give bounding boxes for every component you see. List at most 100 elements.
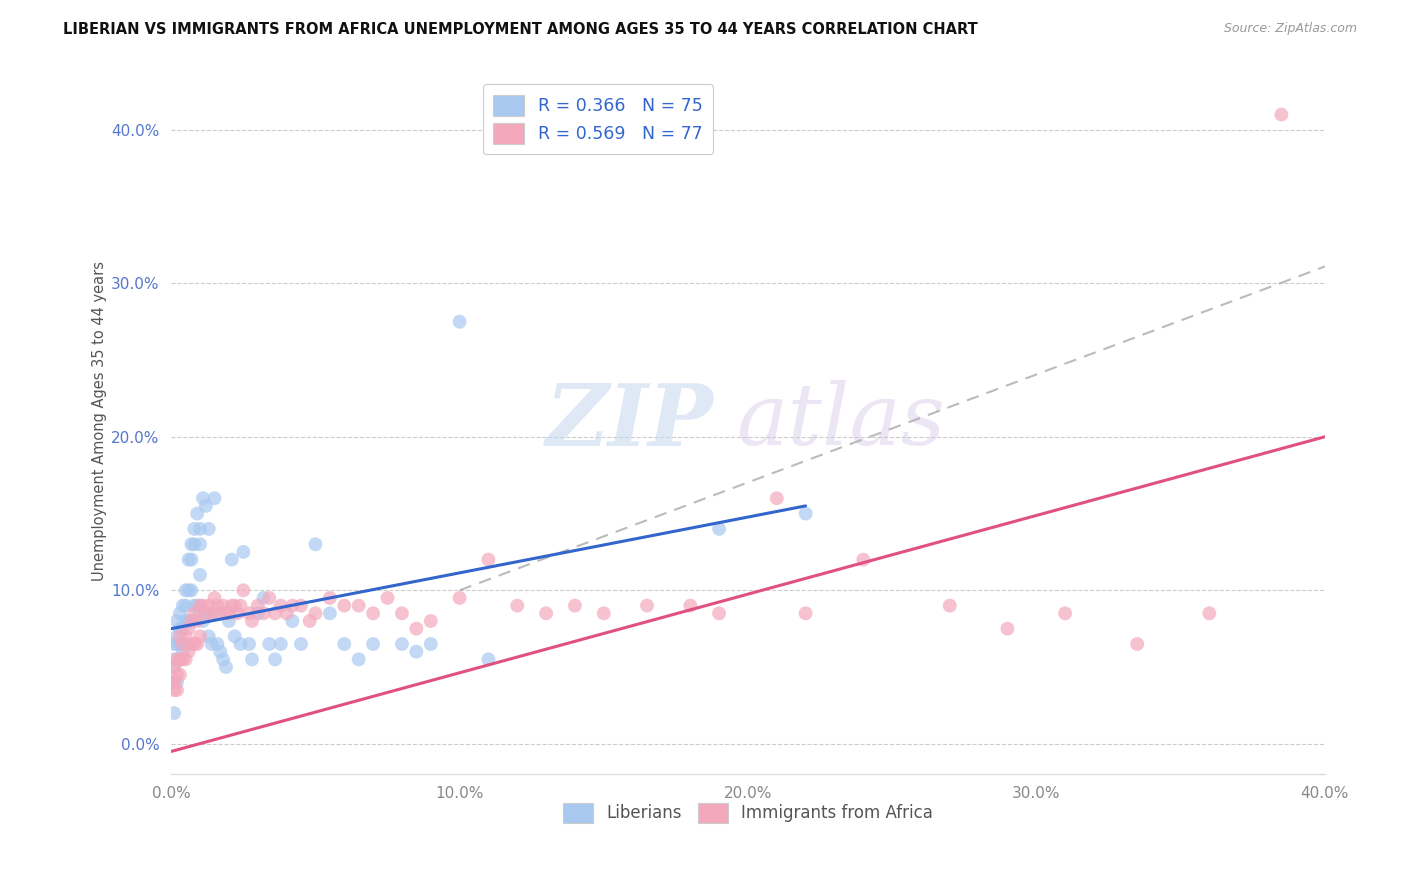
Point (270, 637, 292, 651)
Point (1270, 107, 1292, 121)
Text: Source: ZipAtlas.com: Source: ZipAtlas.com (1223, 22, 1357, 36)
Point (281, 599, 304, 613)
Point (194, 499, 217, 513)
Point (191, 599, 214, 613)
Point (852, 552, 875, 566)
Point (183, 522, 205, 536)
Point (172, 652, 194, 666)
Point (207, 637, 229, 651)
Point (304, 607, 326, 621)
Point (183, 537, 205, 551)
Point (166, 629, 188, 643)
Point (186, 599, 208, 613)
Point (679, 599, 702, 613)
Point (997, 622, 1019, 636)
Point (391, 637, 413, 651)
Point (361, 607, 384, 621)
Point (163, 652, 186, 666)
Point (405, 622, 427, 636)
Text: atlas: atlas (737, 380, 945, 463)
Point (270, 599, 292, 613)
Point (276, 607, 298, 621)
Point (215, 607, 238, 621)
Point (177, 583, 200, 598)
Point (186, 614, 208, 628)
Point (361, 637, 384, 651)
Point (477, 552, 499, 566)
Point (183, 607, 205, 621)
Point (204, 607, 226, 621)
Point (163, 637, 186, 651)
Point (221, 599, 243, 613)
Point (174, 599, 197, 613)
Point (163, 683, 186, 698)
Point (419, 614, 441, 628)
Point (169, 667, 191, 681)
Point (169, 607, 191, 621)
Point (252, 607, 274, 621)
Point (209, 645, 232, 659)
Point (347, 599, 370, 613)
Point (169, 622, 191, 636)
Point (194, 607, 217, 621)
Point (377, 591, 399, 605)
Point (169, 629, 191, 643)
Point (188, 629, 211, 643)
Point (180, 614, 202, 628)
Point (166, 683, 188, 698)
Point (177, 622, 200, 636)
Point (449, 315, 471, 329)
Text: LIBERIAN VS IMMIGRANTS FROM AFRICA UNEMPLOYMENT AMONG AGES 35 TO 44 YEARS CORREL: LIBERIAN VS IMMIGRANTS FROM AFRICA UNEMP… (63, 22, 979, 37)
Point (238, 637, 260, 651)
Point (191, 491, 214, 506)
Point (172, 637, 194, 651)
Point (174, 652, 197, 666)
Point (290, 637, 312, 651)
Point (246, 599, 269, 613)
Point (298, 614, 321, 628)
Point (204, 491, 226, 506)
Point (224, 599, 246, 613)
Point (1126, 637, 1149, 651)
Point (232, 545, 254, 559)
Point (166, 652, 188, 666)
Point (172, 622, 194, 636)
Point (264, 652, 287, 666)
Point (246, 607, 269, 621)
Point (281, 614, 304, 628)
Point (477, 652, 499, 666)
Point (188, 599, 211, 613)
Point (229, 599, 252, 613)
Point (183, 599, 205, 613)
Point (1198, 607, 1220, 621)
Point (166, 614, 188, 628)
Point (259, 637, 281, 651)
Point (240, 614, 263, 628)
Point (169, 652, 191, 666)
Point (506, 599, 529, 613)
Point (232, 583, 254, 598)
Point (347, 652, 370, 666)
Point (197, 629, 219, 643)
Point (172, 599, 194, 613)
Point (221, 552, 243, 566)
Point (188, 522, 211, 536)
Point (177, 614, 200, 628)
Point (240, 652, 263, 666)
Point (333, 637, 356, 651)
Point (194, 607, 217, 621)
Point (174, 629, 197, 643)
Point (191, 614, 214, 628)
Point (174, 637, 197, 651)
Point (188, 568, 211, 582)
Point (180, 583, 202, 598)
Point (419, 637, 441, 651)
Text: ZIP: ZIP (546, 380, 713, 463)
Point (259, 591, 281, 605)
Point (180, 614, 202, 628)
Legend: Liberians, Immigrants from Africa: Liberians, Immigrants from Africa (555, 796, 941, 830)
Point (204, 591, 226, 605)
Point (163, 675, 186, 690)
Point (391, 607, 413, 621)
Point (180, 537, 202, 551)
